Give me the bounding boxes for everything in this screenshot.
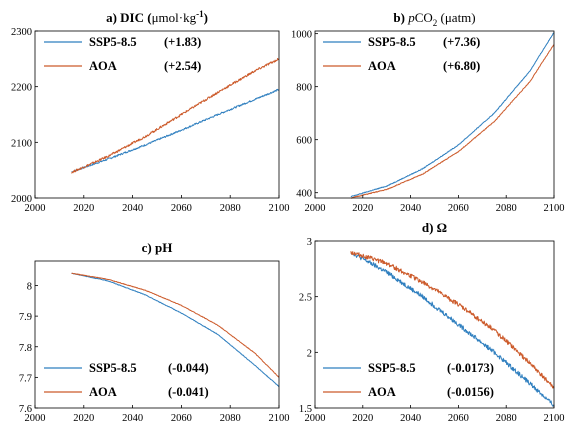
legend-label: AOA [368, 385, 396, 399]
y-tick-label: 2300 [11, 27, 32, 38]
x-tick-label: 2060 [448, 203, 469, 214]
y-tick-label: 400 [296, 189, 312, 200]
series-line-ssp5-8-5 [71, 88, 280, 173]
panel-title: b) pCO2 (μatm) [393, 10, 475, 28]
axes-box [314, 240, 555, 409]
x-tick-label: 2040 [400, 413, 421, 424]
panel-3: c) pH 2000 2020 2040 2060 2080 2100 7.6 7.7 7.8 7.… [19, 240, 290, 424]
panel-title: a) DIC (μmol·kg-1) [106, 9, 208, 25]
axes-box [34, 30, 280, 199]
x-tick-label: 2000 [25, 203, 46, 214]
series-line-aoa [350, 44, 555, 199]
axes-box [34, 260, 280, 409]
x-tick-label: 2020 [73, 413, 94, 424]
y-tick-label: 1000 [291, 30, 312, 41]
y-tick-label: 7.8 [19, 343, 32, 354]
y-tick-label: 800 [296, 83, 312, 94]
x-tick-label: 2060 [448, 413, 469, 424]
x-tick-label: 2060 [171, 413, 192, 424]
y-tick-label: 8 [27, 282, 32, 293]
x-tick-label: 2020 [352, 413, 373, 424]
panel-1: a) DIC (μmol·kg-1) 2000 2020 2040 2060 2080 21… [11, 9, 290, 214]
y-tick-label: 1.5 [299, 404, 312, 415]
y-tick-label: 2100 [11, 138, 32, 149]
legend-stat: (+1.83) [164, 35, 201, 49]
y-tick-label: 7.9 [19, 312, 32, 323]
x-tick-label: 2100 [269, 203, 290, 214]
panel-2: b) pCO2 (μatm) 2000 2020 2040 2060 2080 2100 40… [291, 10, 565, 214]
x-tick-label: 2040 [122, 413, 143, 424]
legend-label: SSP5-8.5 [368, 35, 416, 49]
x-tick-label: 2040 [122, 203, 143, 214]
axes-box [314, 30, 555, 199]
series-line-aoa [350, 251, 555, 389]
legend-label: AOA [368, 59, 396, 73]
y-tick-label: 7.6 [19, 404, 32, 415]
x-tick-label: 2080 [496, 413, 517, 424]
y-tick-label: 600 [296, 136, 312, 147]
x-tick-label: 2060 [171, 203, 192, 214]
legend-label: AOA [89, 385, 117, 399]
y-tick-label: 2.5 [299, 293, 312, 304]
series-line-ssp5-8-5 [71, 272, 280, 388]
x-tick-label: 2100 [544, 413, 565, 424]
x-tick-label: 2080 [496, 203, 517, 214]
legend-stat: (-0.044) [168, 361, 209, 375]
legend-label: SSP5-8.5 [89, 35, 137, 49]
x-tick-label: 2000 [305, 413, 326, 424]
y-tick-label: 3 [307, 237, 312, 248]
y-tick-label: 2 [307, 348, 312, 359]
x-tick-label: 2020 [352, 203, 373, 214]
legend-label: AOA [89, 59, 117, 73]
legend-label: SSP5-8.5 [368, 361, 416, 375]
x-tick-label: 2020 [73, 203, 94, 214]
panel-4: d) Ω 2000 2020 2040 2060 2080 2100 1.5 2 2.5 3 SSP5… [299, 220, 565, 424]
x-tick-label: 2040 [400, 203, 421, 214]
x-tick-label: 2080 [220, 413, 241, 424]
series-line-ssp5-8-5 [350, 32, 555, 198]
y-tick-label: 7.7 [19, 373, 32, 384]
x-tick-label: 2080 [220, 203, 241, 214]
panel-title: d) Ω [422, 220, 447, 235]
x-tick-label: 2100 [269, 413, 290, 424]
legend-stat: (+6.80) [443, 59, 480, 73]
legend-label: SSP5-8.5 [89, 361, 137, 375]
legend-stat: (+2.54) [164, 59, 201, 73]
y-tick-label: 2000 [11, 194, 32, 205]
y-tick-label: 2200 [11, 83, 32, 94]
series-line-ssp5-8-5 [350, 252, 555, 407]
legend-stat: (+7.36) [443, 35, 480, 49]
series-line-aoa [71, 58, 280, 174]
legend-stat: (-0.041) [168, 385, 209, 399]
legend-stat: (-0.0173) [447, 361, 494, 375]
x-tick-label: 2100 [544, 203, 565, 214]
legend-stat: (-0.0156) [447, 385, 494, 399]
x-tick-label: 2000 [305, 203, 326, 214]
series-line-aoa [71, 272, 280, 378]
panel-title: c) pH [142, 240, 173, 255]
x-tick-label: 2000 [25, 413, 46, 424]
